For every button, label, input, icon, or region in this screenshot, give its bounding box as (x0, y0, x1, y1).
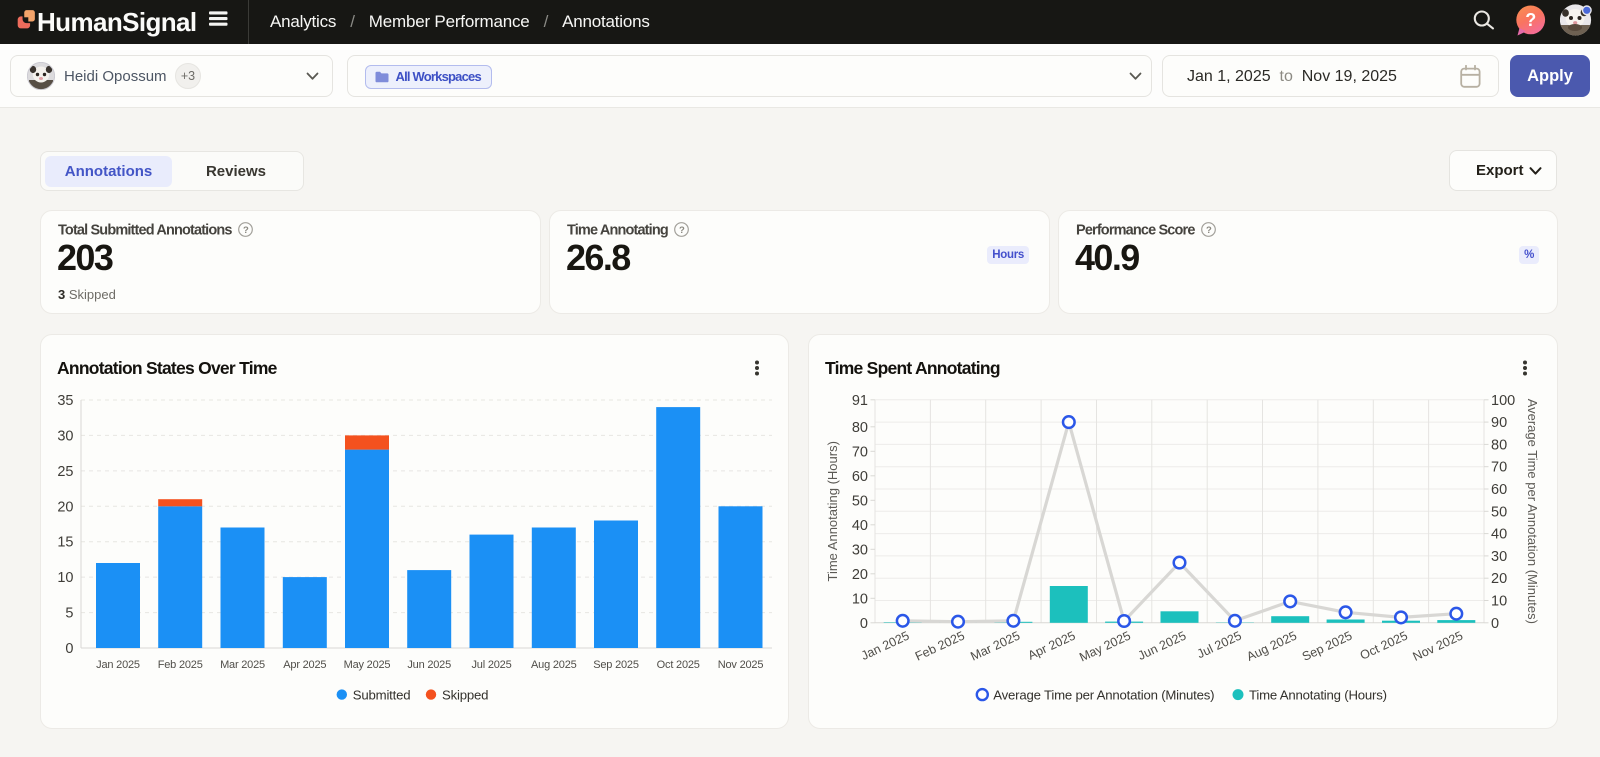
svg-text:Jan 2025: Jan 2025 (96, 659, 140, 671)
svg-text:Feb 2025: Feb 2025 (158, 659, 203, 671)
svg-text:10: 10 (1491, 594, 1507, 610)
svg-text:Time Spent Annotating: Time Spent Annotating (825, 358, 1000, 378)
svg-text:Apr 2025: Apr 2025 (1026, 629, 1078, 663)
svg-text:?: ? (243, 225, 249, 236)
svg-text:91: 91 (852, 393, 868, 409)
svg-text:30: 30 (1491, 549, 1507, 565)
svg-text:0: 0 (1491, 616, 1499, 632)
svg-text:50: 50 (1491, 504, 1507, 520)
svg-text:May 2025: May 2025 (1077, 629, 1133, 665)
svg-text:15: 15 (57, 535, 73, 551)
svg-text:100: 100 (1491, 393, 1515, 409)
svg-text:Nov 2025: Nov 2025 (1411, 629, 1465, 664)
svg-text:Jan 2025: Jan 2025 (859, 629, 912, 663)
svg-text:30: 30 (57, 428, 73, 444)
svg-text:Submitted: Submitted (353, 687, 411, 702)
svg-text:Aug 2025: Aug 2025 (1245, 629, 1299, 664)
svg-text:Time Annotating (Hours): Time Annotating (Hours) (1249, 687, 1387, 702)
svg-text:0: 0 (65, 641, 73, 657)
svg-text:50: 50 (852, 493, 868, 509)
svg-text:35: 35 (57, 393, 73, 409)
svg-text:20: 20 (852, 567, 868, 583)
svg-text:10: 10 (57, 570, 73, 586)
svg-text:70: 70 (852, 444, 868, 460)
svg-text:Sep 2025: Sep 2025 (1300, 629, 1354, 664)
svg-text:?: ? (1206, 225, 1212, 236)
svg-text:May 2025: May 2025 (344, 659, 391, 671)
svg-text:Nov 2025: Nov 2025 (718, 659, 764, 671)
svg-text:70: 70 (1491, 460, 1507, 476)
svg-text:20: 20 (57, 499, 73, 515)
svg-text:Mar 2025: Mar 2025 (220, 659, 265, 671)
svg-text:60: 60 (1491, 482, 1507, 498)
svg-text:0: 0 (860, 616, 868, 632)
svg-text:Oct 2025: Oct 2025 (1358, 629, 1410, 663)
svg-text:?: ? (1525, 10, 1536, 30)
svg-text:Sep 2025: Sep 2025 (593, 659, 639, 671)
svg-text:40: 40 (852, 518, 868, 534)
svg-text:20: 20 (1491, 571, 1507, 587)
svg-text:Jul 2025: Jul 2025 (472, 659, 512, 671)
svg-text:Apr 2025: Apr 2025 (283, 659, 326, 671)
svg-text:Average Time per Annotation (M: Average Time per Annotation (Minutes) (1525, 399, 1540, 624)
svg-text:Feb 2025: Feb 2025 (913, 629, 967, 664)
svg-text:Jun 2025: Jun 2025 (1136, 629, 1189, 663)
svg-text:Time Annotating (Hours): Time Annotating (Hours) (825, 441, 840, 581)
svg-text:Annotation States Over Time: Annotation States Over Time (57, 358, 278, 378)
svg-text:Average Time per Annotation (M: Average Time per Annotation (Minutes) (993, 687, 1214, 702)
svg-text:30: 30 (852, 542, 868, 558)
svg-text:Jul 2025: Jul 2025 (1195, 629, 1244, 662)
svg-text:Mar 2025: Mar 2025 (968, 629, 1022, 664)
svg-text:80: 80 (852, 420, 868, 436)
svg-text:80: 80 (1491, 437, 1507, 453)
svg-text:90: 90 (1491, 415, 1507, 431)
svg-text:Jun 2025: Jun 2025 (407, 659, 451, 671)
svg-text:Aug 2025: Aug 2025 (531, 659, 577, 671)
svg-text:10: 10 (852, 591, 868, 607)
svg-text:25: 25 (57, 464, 73, 480)
svg-text:?: ? (679, 225, 685, 236)
svg-text:Skipped: Skipped (442, 687, 488, 702)
svg-text:40: 40 (1491, 527, 1507, 543)
svg-text:5: 5 (65, 606, 73, 622)
svg-text:60: 60 (852, 469, 868, 485)
svg-text:Oct 2025: Oct 2025 (657, 659, 700, 671)
